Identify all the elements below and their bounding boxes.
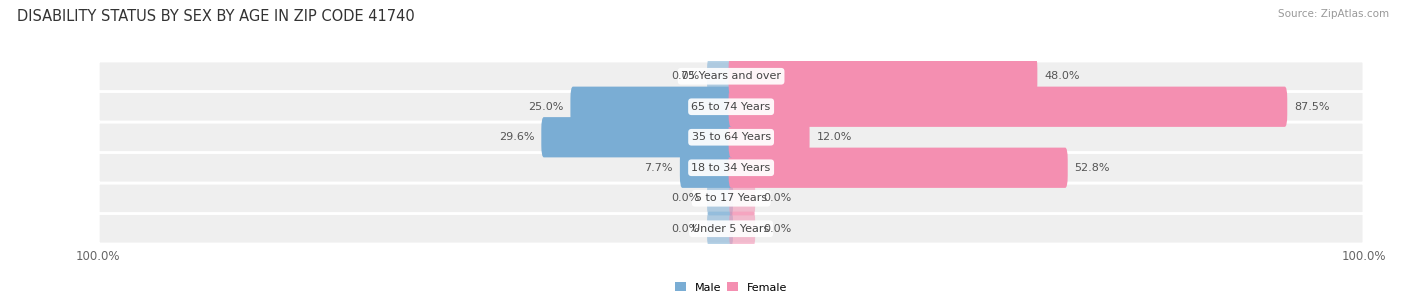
Text: 0.0%: 0.0% — [671, 71, 699, 81]
Text: Source: ZipAtlas.com: Source: ZipAtlas.com — [1278, 9, 1389, 19]
Text: 87.5%: 87.5% — [1294, 102, 1330, 112]
Text: 18 to 34 Years: 18 to 34 Years — [692, 163, 770, 173]
Text: 0.0%: 0.0% — [762, 224, 792, 234]
FancyBboxPatch shape — [541, 117, 734, 157]
FancyBboxPatch shape — [571, 87, 734, 127]
Text: 29.6%: 29.6% — [499, 132, 534, 142]
Text: 0.0%: 0.0% — [762, 193, 792, 203]
FancyBboxPatch shape — [728, 87, 1288, 127]
FancyBboxPatch shape — [98, 183, 1364, 214]
Text: 12.0%: 12.0% — [817, 132, 852, 142]
Legend: Male, Female: Male, Female — [671, 278, 792, 297]
Text: Under 5 Years: Under 5 Years — [693, 224, 769, 234]
Text: 48.0%: 48.0% — [1045, 71, 1080, 81]
FancyBboxPatch shape — [98, 214, 1364, 244]
FancyBboxPatch shape — [728, 56, 1038, 96]
FancyBboxPatch shape — [98, 152, 1364, 183]
Text: DISABILITY STATUS BY SEX BY AGE IN ZIP CODE 41740: DISABILITY STATUS BY SEX BY AGE IN ZIP C… — [17, 9, 415, 24]
FancyBboxPatch shape — [707, 212, 733, 246]
FancyBboxPatch shape — [98, 61, 1364, 92]
FancyBboxPatch shape — [728, 148, 1067, 188]
Text: 35 to 64 Years: 35 to 64 Years — [692, 132, 770, 142]
Text: 75 Years and over: 75 Years and over — [681, 71, 782, 81]
FancyBboxPatch shape — [728, 117, 810, 157]
Text: 65 to 74 Years: 65 to 74 Years — [692, 102, 770, 112]
FancyBboxPatch shape — [730, 181, 755, 215]
FancyBboxPatch shape — [98, 92, 1364, 122]
FancyBboxPatch shape — [707, 59, 733, 93]
FancyBboxPatch shape — [730, 212, 755, 246]
Text: 7.7%: 7.7% — [644, 163, 673, 173]
Text: 0.0%: 0.0% — [671, 224, 699, 234]
Text: 5 to 17 Years: 5 to 17 Years — [695, 193, 768, 203]
FancyBboxPatch shape — [707, 181, 733, 215]
FancyBboxPatch shape — [98, 122, 1364, 152]
Text: 25.0%: 25.0% — [529, 102, 564, 112]
Text: 52.8%: 52.8% — [1074, 163, 1111, 173]
Text: 0.0%: 0.0% — [671, 193, 699, 203]
FancyBboxPatch shape — [681, 148, 734, 188]
